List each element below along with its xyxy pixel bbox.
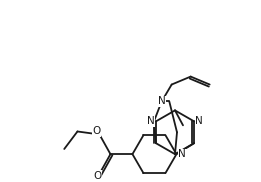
Text: N: N [179,149,186,159]
Text: O: O [92,126,100,136]
Text: N: N [195,116,203,126]
Text: O: O [93,171,102,181]
Text: N: N [147,116,155,126]
Text: N: N [158,96,165,106]
